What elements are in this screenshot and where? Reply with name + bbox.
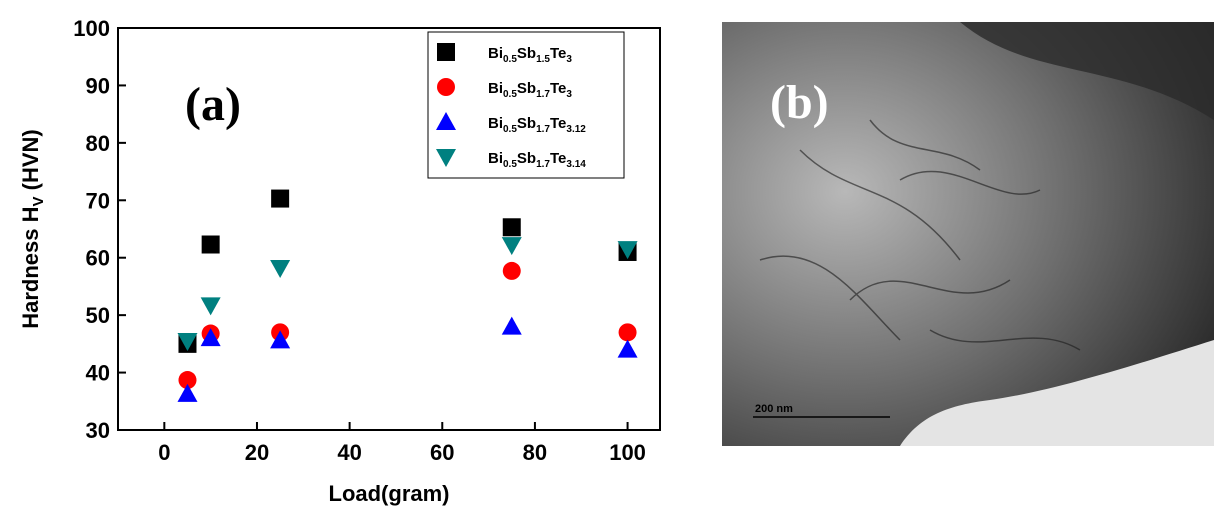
- y-tick-label: 40: [86, 361, 110, 386]
- marker: [618, 323, 637, 342]
- legend-box: [427, 31, 625, 179]
- x-tick-label: 80: [523, 440, 547, 465]
- legend-label-part: Sb: [517, 80, 536, 97]
- legend-label-part: 1.7: [536, 159, 550, 170]
- y-label-main: Hardness H: [18, 206, 43, 328]
- legend-label-part: Bi: [488, 115, 503, 132]
- marker: [271, 189, 290, 208]
- legend-label-part: Bi: [488, 80, 503, 97]
- legend-label-part: Sb: [517, 150, 536, 167]
- marker: [436, 149, 456, 167]
- x-tick-label: 100: [609, 440, 646, 465]
- marker: [501, 316, 522, 335]
- panel-label: (a): [185, 78, 241, 131]
- legend-label-part: 0.5: [503, 54, 517, 65]
- legend-label-part: 3.14: [566, 159, 586, 170]
- y-label-tail: (HVN): [18, 129, 43, 196]
- legend-label-part: 0.5: [503, 159, 517, 170]
- legend-label-part: Te: [550, 45, 566, 62]
- marker: [437, 78, 455, 96]
- marker: [501, 237, 522, 256]
- x-tick-label: 20: [245, 440, 269, 465]
- marker: [200, 297, 221, 316]
- x-tick-label: 0: [158, 440, 170, 465]
- legend-label-part: 1.7: [536, 124, 550, 135]
- marker: [200, 328, 221, 347]
- marker: [270, 260, 291, 279]
- legend-label-part: Bi: [488, 45, 503, 62]
- marker: [437, 43, 455, 61]
- legend-label: Bi0.5Sb1.7Te3.14: [488, 150, 586, 170]
- y-tick-label: 80: [86, 131, 110, 156]
- legend-label-part: 3: [566, 54, 572, 65]
- marker: [201, 235, 220, 254]
- tem-image: [722, 22, 1214, 446]
- scale-bar-label: 200 nm: [755, 403, 793, 415]
- y-label-sub: V: [30, 196, 47, 206]
- y-tick-label: 100: [73, 16, 110, 41]
- plot-frame: [117, 27, 661, 431]
- legend-label-part: Te: [550, 80, 566, 97]
- legend-label: Bi0.5Sb1.7Te3.12: [488, 115, 586, 135]
- x-tick-label: 40: [337, 440, 361, 465]
- legend-label-part: 3.12: [566, 124, 586, 135]
- x-axis-label: Load(gram): [329, 481, 450, 506]
- legend-label-part: Bi: [488, 150, 503, 167]
- marker: [502, 261, 521, 280]
- legend-label: Bi0.5Sb1.7Te3: [488, 80, 572, 100]
- legend-label-part: 1.7: [536, 89, 550, 100]
- y-tick-label: 70: [86, 188, 110, 213]
- legend-label-part: 0.5: [503, 89, 517, 100]
- panel-label: (b): [770, 76, 829, 129]
- legend-label-part: 0.5: [503, 124, 517, 135]
- marker: [617, 241, 638, 260]
- y-tick-label: 50: [86, 303, 110, 328]
- marker: [270, 330, 291, 349]
- marker: [177, 383, 198, 402]
- y-tick-label: 90: [86, 73, 110, 98]
- marker: [617, 339, 638, 358]
- x-tick-label: 60: [430, 440, 454, 465]
- legend-label-part: Sb: [517, 45, 536, 62]
- y-tick-label: 30: [86, 418, 110, 443]
- marker: [436, 112, 456, 130]
- y-axis-label: Hardness HV (HVN): [18, 129, 47, 329]
- marker: [178, 371, 197, 390]
- marker: [502, 218, 521, 237]
- legend-label: Bi0.5Sb1.5Te3: [488, 45, 572, 65]
- legend-label-part: 1.5: [536, 54, 550, 65]
- legend-label-part: Te: [550, 150, 566, 167]
- legend-label-part: 3: [566, 89, 572, 100]
- marker: [177, 332, 198, 351]
- legend-label-part: Te: [550, 115, 566, 132]
- y-tick-label: 60: [86, 246, 110, 271]
- legend-label-part: Sb: [517, 115, 536, 132]
